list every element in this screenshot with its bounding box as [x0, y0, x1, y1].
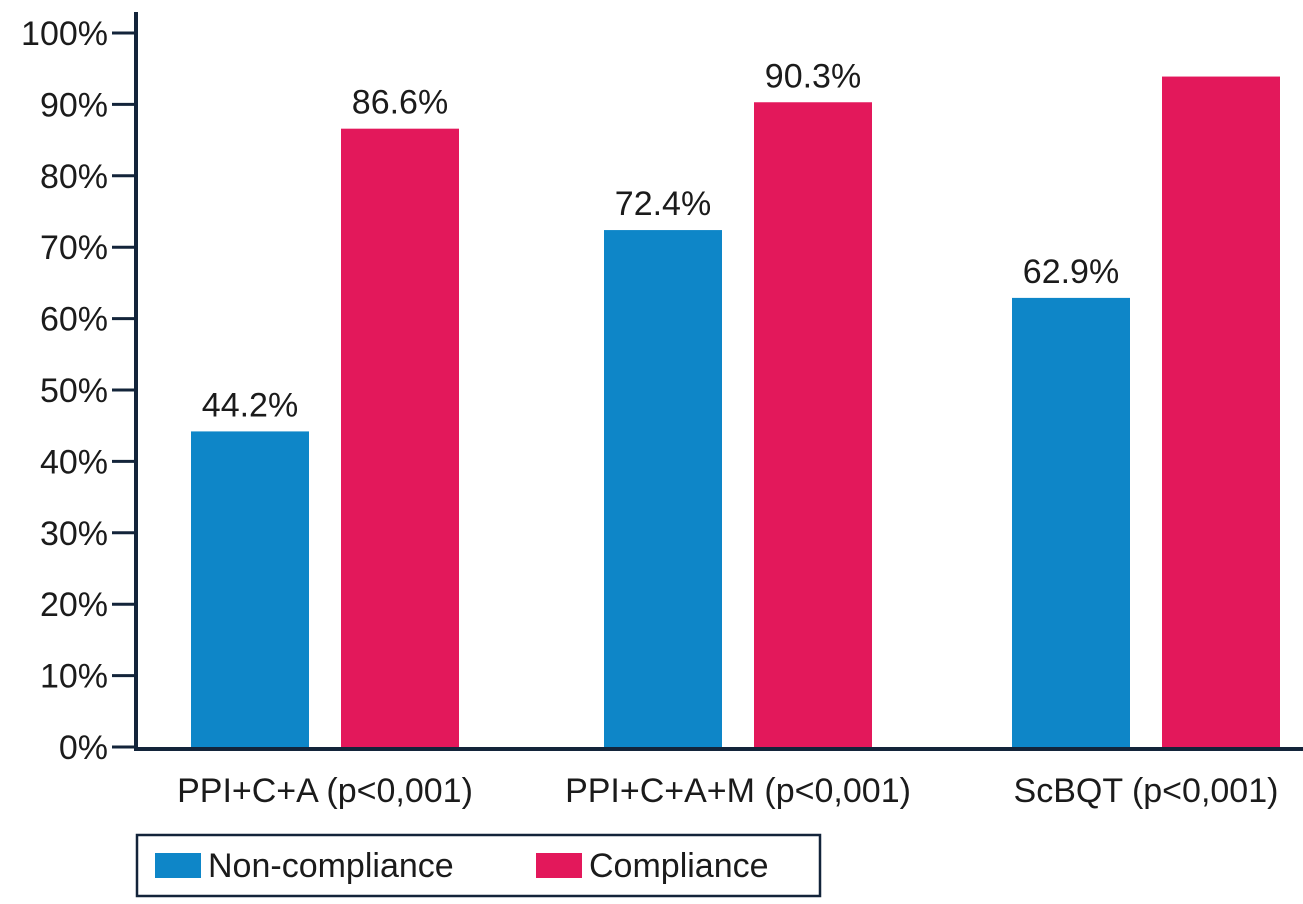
y-tick-label: 40%: [40, 443, 108, 481]
bar-non-compliance-2: [604, 230, 722, 749]
y-tick-label: 100%: [21, 15, 108, 53]
y-tick-label: 0%: [59, 729, 108, 767]
data-label: 86.6%: [352, 84, 448, 122]
y-tick-label: 70%: [40, 229, 108, 267]
data-label: 90.3%: [765, 57, 861, 95]
y-tick-label: 50%: [40, 372, 108, 410]
bar-compliance-1: [341, 128, 459, 748]
category-label: ScBQT (p<0,001): [1014, 772, 1279, 810]
y-tick-label: 10%: [40, 658, 108, 696]
y-axis: 0% 10% 20% 30% 40% 50% 60% 70% 80% 90% 100%: [21, 15, 136, 767]
y-tick-label: 20%: [40, 586, 108, 624]
category-label: PPI+C+A (p<0,001): [177, 772, 473, 810]
bar-non-compliance-1: [191, 431, 309, 748]
legend-label-non-compliance: Non-compliance: [208, 847, 454, 885]
data-label: 44.2%: [202, 386, 298, 424]
bar-non-compliance-3: [1012, 297, 1130, 748]
bar-compliance-3: [1162, 76, 1280, 748]
legend: Non-compliance Compliance: [135, 833, 822, 898]
y-tick-label: 30%: [40, 515, 108, 553]
x-axis: PPI+C+A (p<0,001) PPI+C+A+M (p<0,001) ScBQ…: [177, 772, 1278, 810]
y-tick-label: 80%: [40, 158, 108, 196]
category-label: PPI+C+A+M (p<0,001): [565, 772, 911, 810]
bar-compliance-2: [754, 102, 872, 749]
data-label: 72.4%: [615, 185, 711, 223]
legend-label-compliance: Compliance: [589, 847, 769, 885]
legend-swatch-non-compliance: [155, 853, 201, 878]
legend-box: [135, 833, 822, 898]
y-tick-label: 60%: [40, 301, 108, 339]
legend-swatch-compliance: [536, 853, 582, 878]
bars: [191, 76, 1280, 749]
data-label: 62.9%: [1023, 253, 1119, 291]
data-labels: 44.2% 86.6% 72.4% 90.3% 62.9%: [202, 57, 1119, 424]
y-tick-label: 90%: [40, 86, 108, 124]
